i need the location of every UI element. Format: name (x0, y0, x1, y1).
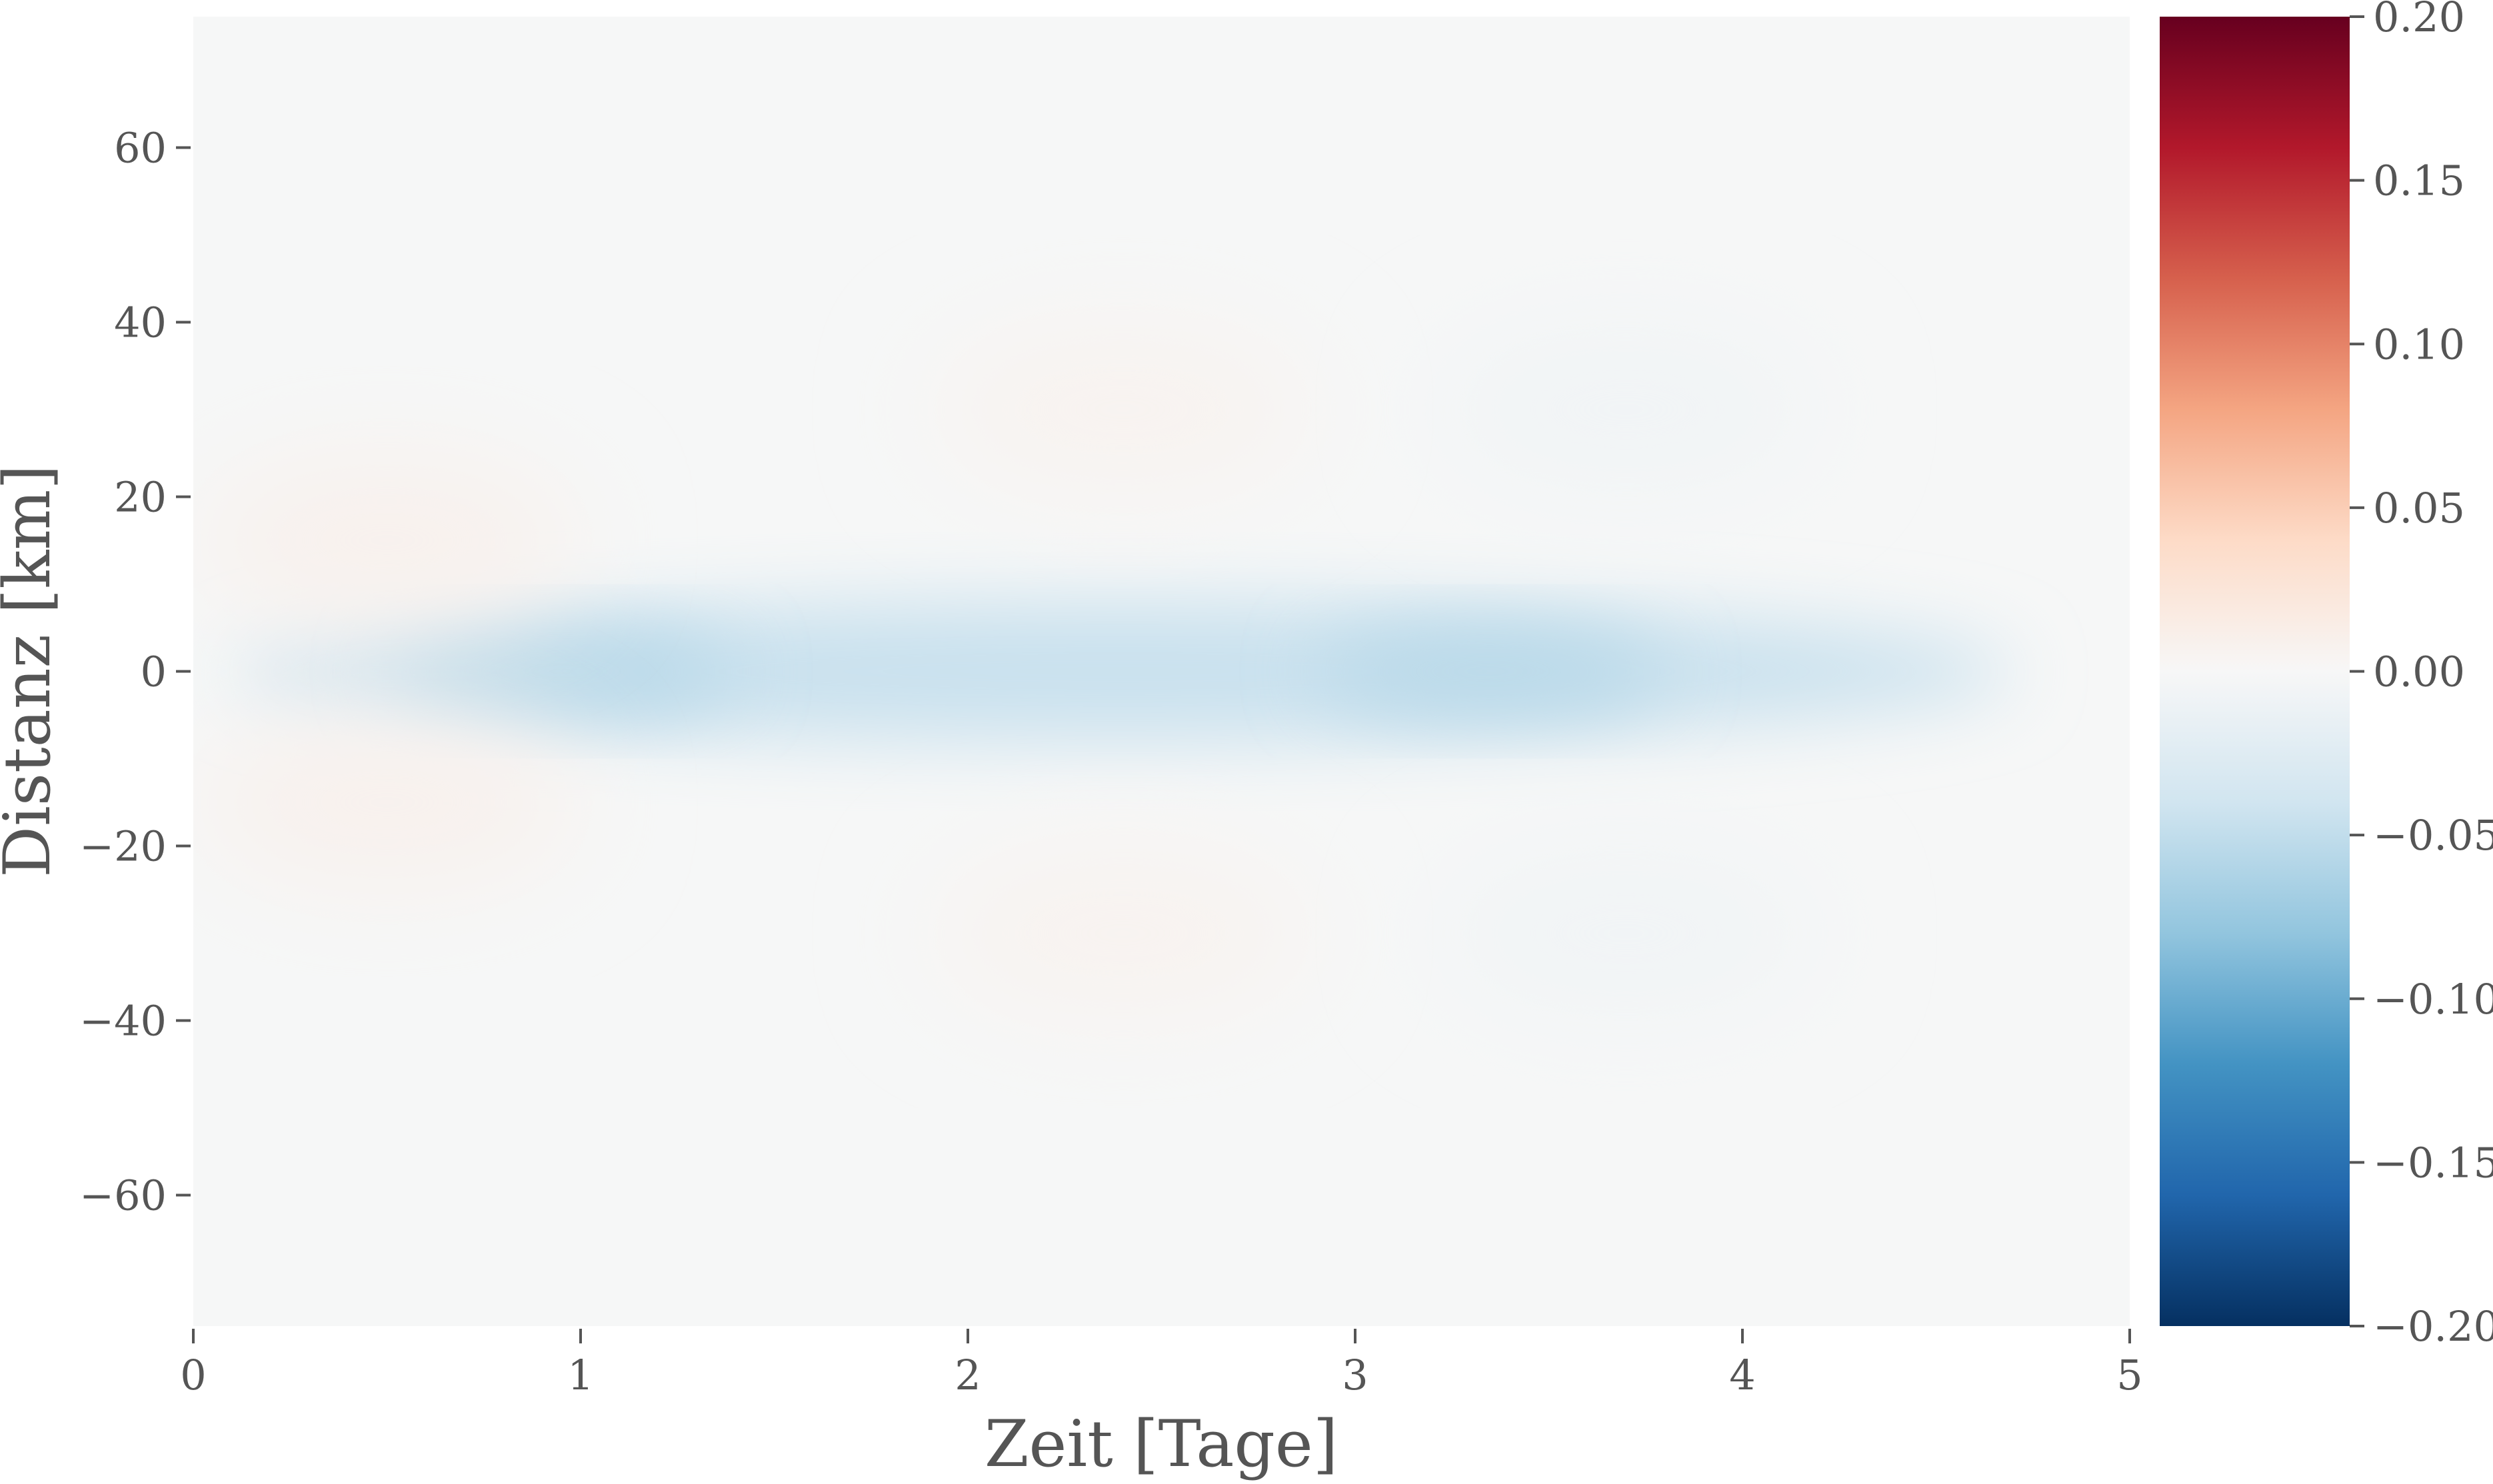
y-tick-label: −60 (79, 1171, 167, 1220)
heatmap-feature-9 (1432, 846, 1820, 1021)
colorbar-tick-label: −0.05 (2373, 811, 2493, 860)
heatmap-feature-3 (1316, 628, 1665, 715)
y-tick-label: 40 (114, 299, 167, 347)
colorbar-tick-label: 0.15 (2373, 157, 2465, 205)
heatmap-feature-8 (1432, 322, 1820, 497)
colorbar-tick-label: 0.00 (2373, 648, 2465, 696)
heatmap-feature-7 (929, 846, 1316, 1021)
y-tick-label: −40 (79, 997, 167, 1046)
x-tick-label: 0 (180, 1351, 206, 1399)
colorbar-tick-label: 0.10 (2373, 320, 2465, 369)
x-tick-label: 2 (955, 1351, 981, 1399)
x-tick-label: 5 (2116, 1351, 2142, 1399)
y-tick-label: 20 (114, 473, 167, 522)
x-tick-label: 1 (567, 1351, 593, 1399)
x-axis: 0 1 2 3 4 5 (180, 1329, 2143, 1399)
colorbar-tick-label: 0.20 (2373, 0, 2465, 41)
colorbar-ticks: 0.20 0.15 0.10 0.05 0.00 −0.05 −0.10 −0.15 −0.20 (2350, 0, 2493, 1351)
x-tick-label: 4 (1729, 1351, 1755, 1399)
x-axis-label: Zeit [Tage] (985, 1407, 1338, 1481)
colorbar: 0.20 0.15 0.10 0.05 0.00 −0.05 −0.10 −0.15 −0.20 (2160, 0, 2493, 1351)
heatmap-feature-4 (193, 453, 581, 628)
heatmap-feature-6 (929, 322, 1316, 497)
y-tick-label: −20 (79, 822, 167, 871)
heatmap-field (193, 322, 2014, 1021)
colorbar-tick-label: 0.05 (2373, 484, 2465, 532)
heatmap-feature-2 (387, 628, 736, 715)
colorbar-tick-label: −0.10 (2373, 975, 2493, 1024)
plot-area (193, 17, 2130, 1326)
colorbar-tick-label: −0.15 (2373, 1138, 2493, 1187)
y-axis: 60 40 20 0 −20 −40 −60 (79, 124, 191, 1220)
y-tick-label: 0 (141, 648, 167, 696)
colorbar-bar (2160, 17, 2350, 1326)
x-tick-label: 3 (1342, 1351, 1368, 1399)
colorbar-tick-label: −0.20 (2373, 1302, 2493, 1351)
y-axis-label: Distanz [km] (0, 464, 65, 878)
y-tick-label: 60 (114, 124, 167, 173)
heatmap-feature-5 (193, 715, 581, 890)
